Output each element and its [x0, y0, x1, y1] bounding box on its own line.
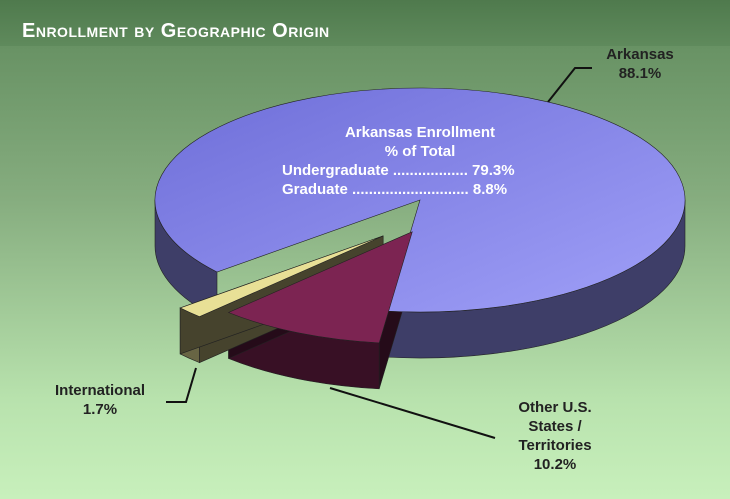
annotation-line: Graduate ............................ 8.…	[282, 181, 508, 198]
annotation-title: Arkansas Enrollment	[344, 124, 496, 141]
slice-label: Arkansas 88.1%	[585, 45, 695, 83]
annotation-line: Undergraduate .................. 79.3%	[282, 162, 515, 179]
slice-label: Other U.S. States / Territories 10.2%	[490, 398, 620, 474]
slice	[227, 231, 413, 344]
value-label: 1.7%	[82, 401, 118, 418]
slice	[154, 87, 686, 313]
leader-line	[329, 387, 496, 439]
slice	[179, 235, 384, 317]
category-label: Arkansas	[606, 46, 674, 63]
chart-title: Enrollment by Geographic Origin	[0, 0, 730, 46]
category-label: Other U.S. States / Territories	[518, 399, 592, 454]
annotation: Arkansas Enrollment % of Total Undergrad…	[260, 123, 580, 199]
annotation-subtitle: % of Total	[384, 143, 456, 160]
leader-line	[547, 67, 592, 103]
slice-label: International 1.7%	[25, 381, 175, 419]
leader-line	[166, 367, 197, 403]
value-label: 88.1%	[618, 65, 662, 82]
value-label: 10.2%	[533, 456, 577, 473]
category-label: International	[54, 382, 145, 399]
